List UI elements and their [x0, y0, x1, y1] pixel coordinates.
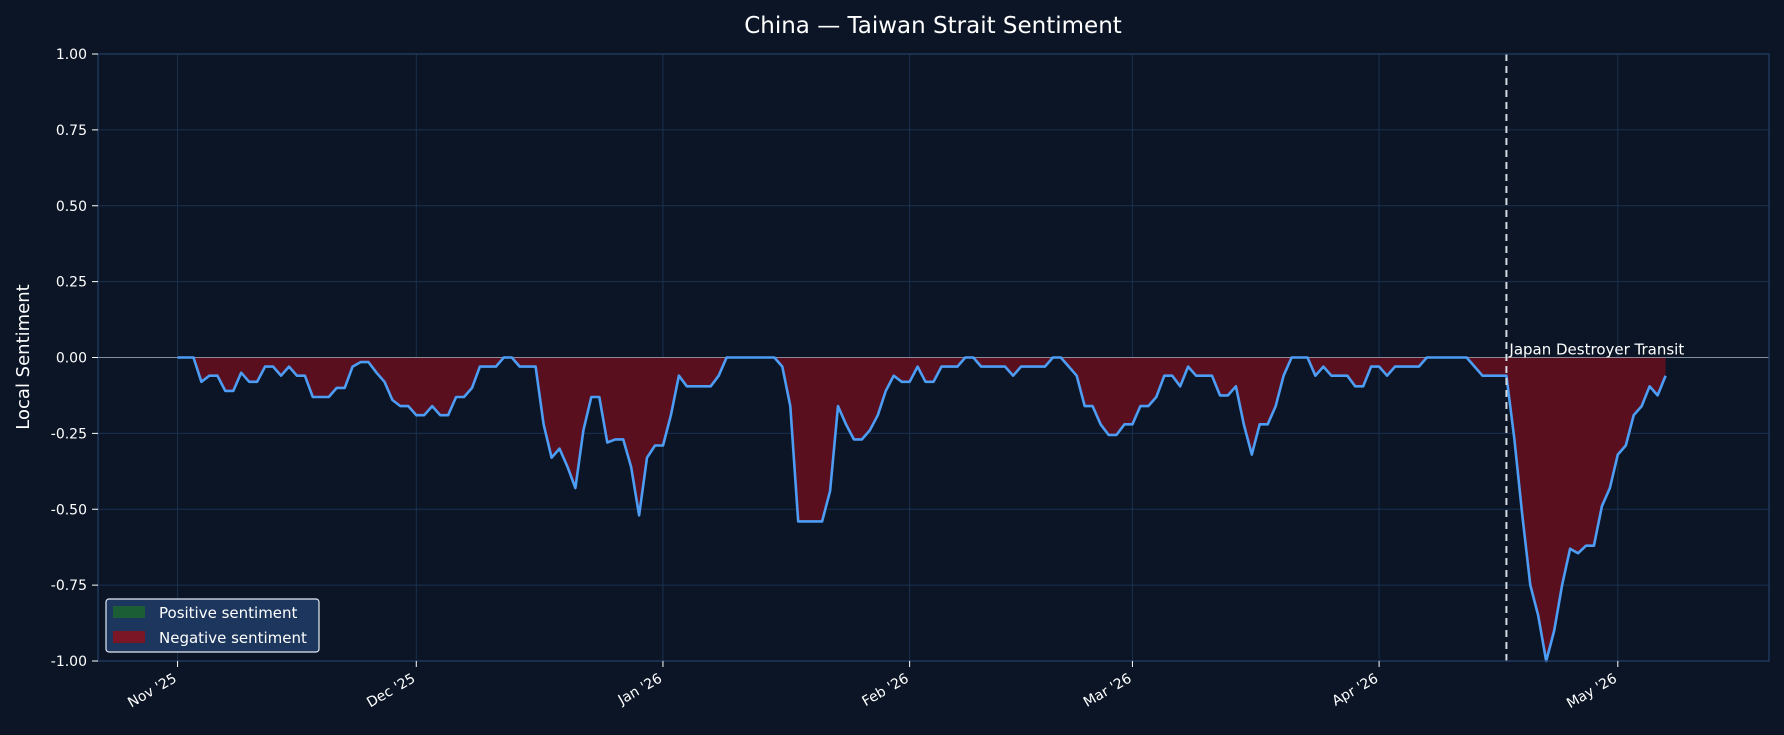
legend-swatch-negative — [113, 631, 145, 643]
legend: Positive sentiment Negative sentiment — [105, 598, 320, 653]
event-annotation: Japan Destroyer Transit — [1505, 54, 1684, 661]
legend-label-positive: Positive sentiment — [159, 604, 298, 622]
y-axis: 1.00 0.75 0.50 0.25 0.00 -0.25 -0.50 -0.75 -1.00 — [51, 47, 98, 670]
chart-title: China — Taiwan Strait Sentiment — [744, 13, 1122, 39]
negative-sentiment-area — [177, 357, 1666, 661]
y-tick-label: 0.00 — [56, 351, 87, 367]
y-tick-label: 0.75 — [56, 123, 87, 139]
y-tick-label: 0.25 — [56, 275, 87, 291]
y-axis-label: Local Sentiment — [13, 284, 34, 429]
event-label: Japan Destroyer Transit — [1508, 341, 1684, 359]
area-fill — [177, 357, 1666, 661]
series-line — [177, 356, 1667, 663]
y-tick-label: -1.00 — [51, 654, 87, 670]
y-tick-label: 1.00 — [56, 47, 87, 63]
legend-label-negative: Negative sentiment — [159, 629, 307, 647]
legend-box — [105, 598, 320, 653]
y-tick-label: -0.25 — [51, 426, 87, 442]
y-tick-label: 0.50 — [56, 199, 87, 215]
legend-swatch-positive — [113, 606, 145, 618]
y-tick-label: -0.50 — [51, 502, 87, 518]
sentiment-line — [177, 356, 1667, 663]
y-tick-label: -0.75 — [51, 578, 87, 594]
